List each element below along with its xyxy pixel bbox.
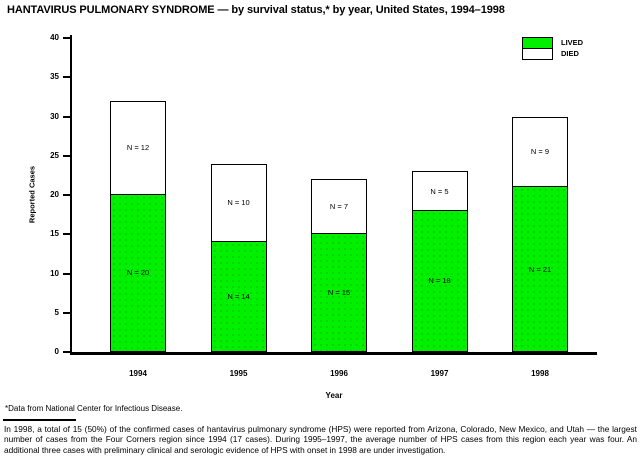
bar-label-lived: N = 20	[126, 268, 150, 278]
caption: In 1998, a total of 15 (50%) of the conf…	[4, 424, 637, 455]
legend-label-lived: LIVED	[561, 38, 584, 47]
bar-label-lived: N = 18	[428, 276, 451, 286]
bar-segment-died: N = 12	[110, 100, 166, 195]
bar-1996: N = 7 N = 15	[311, 179, 367, 352]
bar-segment-died: N = 7	[311, 179, 367, 235]
y-axis-tick-label: 30	[50, 111, 59, 121]
x-axis-label-1994: 1994	[129, 369, 147, 378]
y-axis-tick	[63, 351, 70, 353]
y-axis-tick	[63, 115, 70, 118]
bar-label-died: N = 9	[530, 147, 550, 157]
y-axis-tick	[63, 194, 70, 196]
y-axis-tick	[63, 154, 70, 157]
bar-segment-died: N = 5	[411, 171, 468, 211]
bar-segment-lived: N = 14	[210, 241, 267, 352]
legend-label-died: DIED	[561, 49, 579, 58]
x-axis-label-1995: 1995	[229, 369, 248, 378]
legend-row-died: DIED	[522, 48, 583, 60]
x-axis-label-1996: 1996	[330, 369, 348, 378]
bar-label-died: N = 5	[430, 186, 449, 196]
bar-1994: N = 12 N = 20	[110, 100, 166, 352]
bar-label-died: N = 10	[227, 198, 250, 208]
bar-1997: N = 5 N = 18	[411, 171, 468, 352]
bar-segment-lived: N = 20	[110, 193, 166, 352]
bar-segment-died: N = 9	[512, 116, 568, 188]
y-axis-tick-label: 0	[54, 347, 59, 356]
chart-title: HANTAVIRUS PULMONARY SYNDROME — by survi…	[7, 4, 505, 16]
x-axis-label-1997: 1997	[430, 369, 449, 378]
y-axis-tick-label: 35	[50, 72, 59, 82]
y-axis-tick	[63, 37, 70, 39]
y-axis-tick-label: 15	[50, 229, 59, 239]
bar-label-lived: N = 14	[227, 292, 250, 302]
legend-swatch-died	[522, 48, 553, 60]
bar-label-lived: N = 21	[528, 264, 552, 274]
bar-1995: N = 10 N = 14	[210, 163, 267, 352]
bar-label-died: N = 7	[329, 202, 349, 212]
y-axis-tick-label: 25	[50, 150, 59, 160]
y-axis-tick-label: 5	[54, 307, 59, 317]
y-axis-tick	[63, 311, 70, 314]
y-axis-tick	[63, 233, 70, 236]
y-axis-tick-label: 20	[50, 190, 59, 199]
x-axis-line	[70, 352, 597, 355]
bar-label-lived: N = 15	[327, 288, 351, 298]
bar-segment-lived: N = 18	[411, 209, 468, 352]
bar-segment-lived: N = 21	[512, 186, 568, 352]
y-axis-tick	[63, 272, 70, 275]
y-axis-tick-label: 40	[50, 33, 59, 42]
x-axis-title: Year	[325, 391, 343, 400]
y-axis-tick-label: 10	[50, 268, 59, 278]
y-axis-line	[70, 35, 72, 355]
y-axis-tick	[63, 76, 70, 79]
footnote: *Data from National Center for Infectiou…	[5, 404, 183, 413]
legend: LIVED DIED	[522, 37, 583, 60]
bar-1998: N = 9 N = 21	[512, 116, 568, 352]
bar-segment-lived: N = 15	[311, 233, 367, 352]
bar-label-died: N = 12	[126, 143, 150, 153]
caption-divider	[3, 419, 76, 421]
x-axis-label-1998: 1998	[531, 369, 549, 378]
bar-segment-died: N = 10	[210, 163, 267, 243]
